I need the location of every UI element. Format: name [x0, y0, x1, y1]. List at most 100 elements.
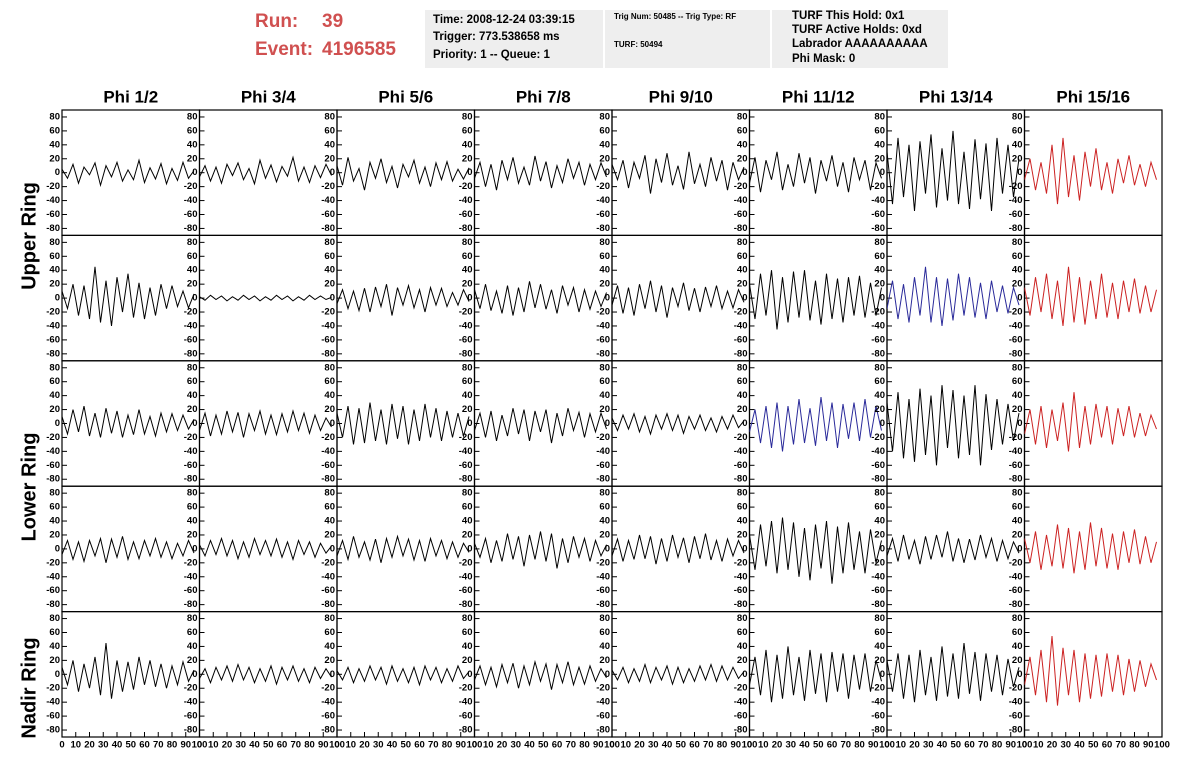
row-label: Nadir Ring — [18, 637, 40, 738]
y-tick-label: 80 — [1012, 111, 1023, 122]
row-label: Lower Ring — [18, 433, 40, 542]
y-tick-label: -40 — [184, 320, 198, 331]
waveform — [749, 517, 882, 584]
waveform — [612, 412, 745, 436]
y-tick-label: -40 — [321, 320, 335, 331]
y-tick-label: -20 — [46, 307, 60, 318]
run-number: 39 — [322, 11, 343, 32]
y-tick-label: -80 — [596, 223, 610, 234]
y-tick-label: -60 — [596, 460, 610, 471]
x-tick-label: 70 — [428, 740, 439, 751]
y-tick-label: -20 — [1009, 683, 1023, 694]
y-tick-label: -60 — [734, 334, 748, 345]
y-tick-label: -20 — [596, 432, 610, 443]
panel-frame — [473, 360, 613, 487]
x-tick-label: 50 — [1088, 740, 1099, 751]
waveform — [199, 662, 332, 686]
y-tick-label: 60 — [599, 125, 610, 136]
x-tick-label: 100 — [192, 740, 208, 751]
y-tick-label: 20 — [462, 655, 473, 666]
y-tick-label: -20 — [321, 683, 335, 694]
y-tick-label: 0 — [330, 669, 335, 680]
y-tick-label: 20 — [599, 279, 610, 290]
panel-frame — [473, 610, 613, 738]
y-tick-label: 0 — [742, 543, 747, 554]
y-tick-label: -40 — [871, 320, 885, 331]
x-tick-label: 30 — [373, 740, 384, 751]
y-tick-label: 80 — [187, 111, 198, 122]
y-tick-label: 60 — [1012, 125, 1023, 136]
y-tick-label: 40 — [1012, 641, 1023, 652]
y-tick-label: 0 — [880, 418, 885, 429]
x-tick-label: 80 — [304, 740, 315, 751]
y-tick-label: 60 — [874, 376, 885, 387]
x-tick-label: 10 — [620, 740, 631, 751]
waveform — [887, 531, 1020, 565]
y-tick-label: -80 — [734, 223, 748, 234]
y-tick-label: 80 — [187, 613, 198, 624]
y-tick-label: 80 — [874, 362, 885, 373]
waveform — [612, 662, 745, 686]
y-tick-label: -80 — [1009, 223, 1023, 234]
waveform — [62, 642, 195, 699]
y-tick-label: 20 — [187, 655, 198, 666]
x-tick-label: 70 — [978, 740, 989, 751]
y-tick-label: 40 — [1012, 139, 1023, 150]
y-tick-label: -40 — [734, 571, 748, 582]
y-tick-label: -80 — [1009, 599, 1023, 610]
y-tick-label: 0 — [467, 167, 472, 178]
y-tick-label: 60 — [737, 502, 748, 513]
y-tick-label: -80 — [321, 725, 335, 736]
y-tick-label: 60 — [737, 251, 748, 262]
y-tick-label: 20 — [737, 655, 748, 666]
y-tick-label: 0 — [192, 293, 197, 304]
y-tick-label: 20 — [462, 404, 473, 415]
y-tick-label: -40 — [459, 571, 473, 582]
y-tick-label: -20 — [596, 181, 610, 192]
y-tick-label: 80 — [874, 111, 885, 122]
y-tick-label: -60 — [596, 334, 610, 345]
waveform — [1024, 392, 1157, 452]
y-tick-label: 20 — [187, 153, 198, 164]
y-tick-label: 20 — [874, 655, 885, 666]
event-number: 4196585 — [322, 39, 396, 60]
x-tick-label: 50 — [400, 740, 411, 751]
waveform — [474, 281, 607, 316]
y-tick-label: 20 — [49, 529, 60, 540]
y-tick-label: 60 — [324, 376, 335, 387]
y-tick-label: 0 — [467, 293, 472, 304]
x-tick-label: 30 — [785, 740, 796, 751]
y-tick-label: 40 — [49, 139, 60, 150]
waveform — [199, 294, 332, 302]
y-tick-label: -60 — [734, 585, 748, 596]
y-tick-label: -40 — [734, 446, 748, 457]
y-tick-label: 60 — [737, 376, 748, 387]
y-tick-label: 0 — [605, 167, 610, 178]
y-tick-label: -60 — [459, 460, 473, 471]
y-tick-label: 20 — [49, 153, 60, 164]
y-tick-label: 40 — [462, 516, 473, 527]
y-tick-label: 60 — [49, 251, 60, 262]
x-tick-label: 100 — [879, 740, 895, 751]
x-tick-label: 40 — [1074, 740, 1085, 751]
x-tick-label: 10 — [208, 740, 219, 751]
x-tick-label: 40 — [249, 740, 260, 751]
y-tick-label: 40 — [599, 641, 610, 652]
y-tick-label: 60 — [599, 627, 610, 638]
panel-frame — [336, 610, 476, 738]
waveform — [887, 130, 1020, 212]
y-tick-label: -60 — [871, 209, 885, 220]
y-tick-label: 40 — [874, 390, 885, 401]
panel-frame — [611, 109, 751, 237]
y-tick-label: 60 — [324, 125, 335, 136]
y-tick-label: 20 — [324, 279, 335, 290]
x-tick-label: 100 — [1017, 740, 1033, 751]
y-tick-label: -80 — [321, 474, 335, 485]
y-tick-label: 0 — [55, 167, 60, 178]
x-tick-label: 90 — [593, 740, 604, 751]
y-tick-label: 80 — [49, 488, 60, 499]
y-tick-label: 40 — [737, 516, 748, 527]
y-tick-label: 60 — [462, 627, 473, 638]
y-tick-label: -80 — [184, 599, 198, 610]
x-tick-label: 80 — [1129, 740, 1140, 751]
